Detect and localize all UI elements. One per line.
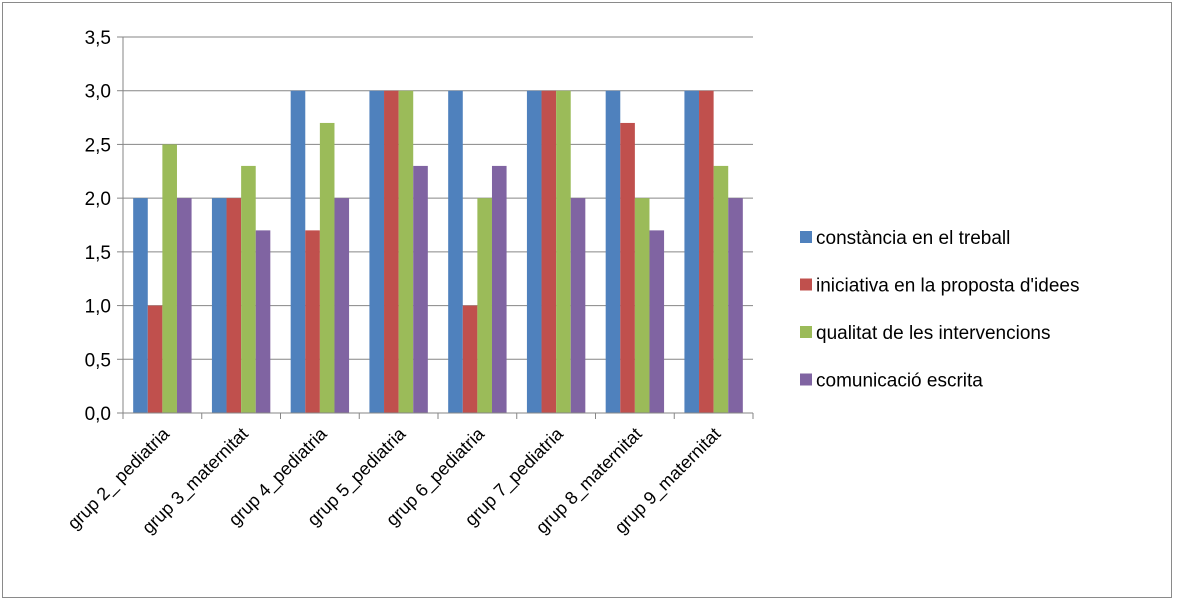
y-tick-label: 0,5 (85, 350, 111, 371)
bar (290, 90, 306, 413)
bar (448, 90, 463, 413)
bar (684, 90, 700, 413)
bar (255, 230, 271, 413)
legend-swatch (800, 231, 812, 243)
y-tick-label: 2,5 (85, 135, 111, 156)
bar (398, 90, 414, 413)
bar (462, 305, 478, 413)
bar (211, 198, 227, 413)
bar (699, 90, 714, 413)
chart-border (2, 2, 1172, 598)
y-tick-label: 3,0 (85, 82, 111, 103)
legend-swatch (800, 278, 812, 291)
bar (477, 198, 492, 413)
y-tick-label: 1,5 (85, 243, 111, 264)
bar (241, 165, 256, 413)
bar (369, 90, 385, 413)
bar (133, 198, 148, 413)
bar (634, 198, 650, 413)
bar (334, 198, 350, 413)
bar (384, 90, 399, 413)
legend-swatch (800, 326, 812, 338)
bar (649, 230, 665, 413)
y-tick-labels: 0,0 0,5 1,0 1,5 2,0 2,5 3,0 3,5 (85, 28, 111, 425)
y-tick-label: 2,0 (85, 189, 111, 210)
axes (117, 36, 754, 419)
legend-label: qualitat de les intervencions (816, 323, 1050, 344)
bar (713, 165, 729, 413)
bar (162, 144, 177, 413)
bar (728, 198, 743, 413)
bar (305, 230, 320, 413)
y-tick-label: 1,0 (85, 297, 111, 318)
bar (147, 305, 163, 413)
legend: constància en el treball iniciativa en la… (800, 228, 1079, 392)
bar (413, 165, 428, 413)
bar (556, 90, 571, 413)
bar (526, 90, 542, 413)
bar (541, 90, 557, 413)
bars (133, 90, 743, 413)
legend-label: constància en el treball (816, 228, 1010, 249)
bar (491, 165, 507, 413)
bar (319, 122, 335, 413)
bar (176, 198, 192, 413)
bar (570, 198, 586, 413)
bar (620, 122, 635, 413)
y-tick-label: 3,5 (85, 28, 111, 49)
legend-label: iniciativa en la proposta d'idees (816, 276, 1079, 297)
legend-label: comunicació escrita (816, 371, 983, 392)
legend-swatch (800, 373, 812, 386)
y-tick-label: 0,0 (85, 404, 111, 425)
bar (605, 90, 621, 413)
bar (226, 198, 242, 413)
